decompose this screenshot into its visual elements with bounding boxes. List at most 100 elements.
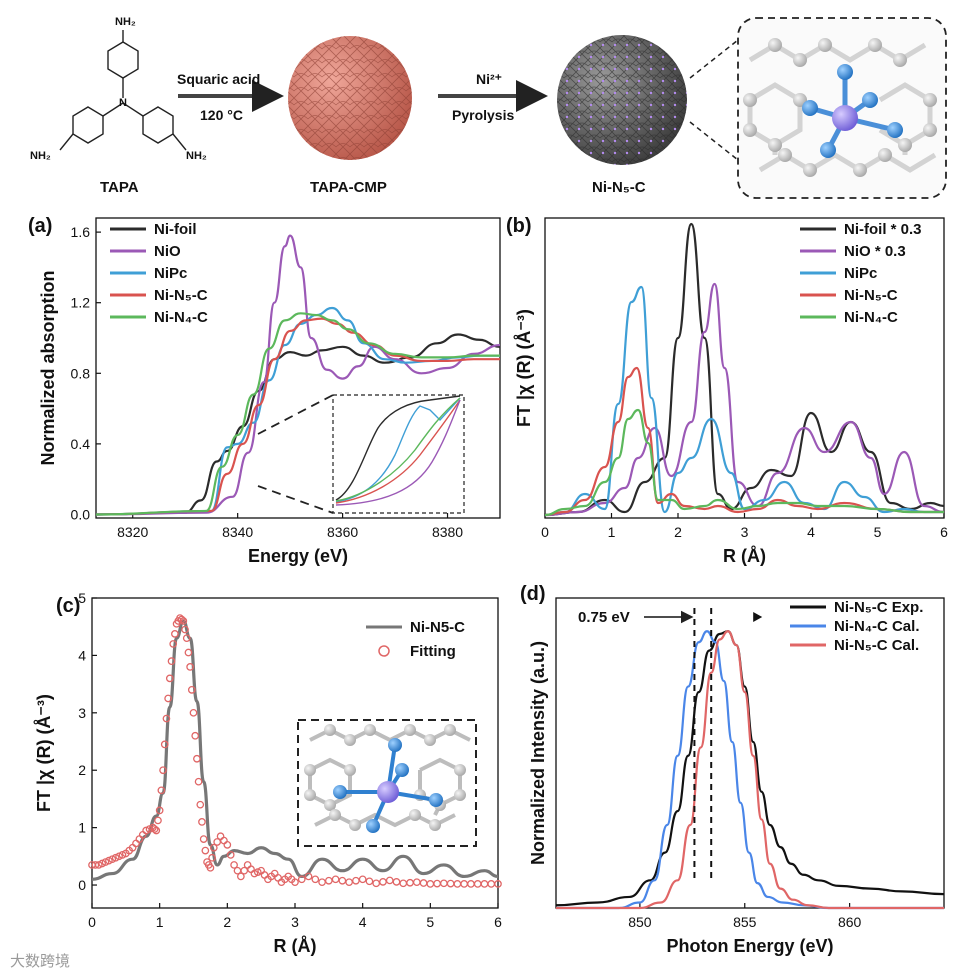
shift-annotation: 0.75 eV <box>578 609 630 626</box>
x-tick-label: 8360 <box>327 524 358 540</box>
x-tick-label: 0 <box>541 524 549 540</box>
shift-arrow-right <box>753 612 763 622</box>
legend-label: Ni-foil <box>154 221 197 238</box>
fit-marker <box>318 878 326 887</box>
fit-marker <box>338 876 347 885</box>
fit-marker <box>165 674 174 683</box>
x-tick-label: 3 <box>291 914 299 930</box>
x-axis-title: Energy (eV) <box>248 546 348 566</box>
fit-marker <box>291 878 299 887</box>
x-tick-label: 5 <box>426 914 434 930</box>
fit-marker <box>152 826 161 835</box>
panel-label: (b) <box>506 215 532 237</box>
fit-marker <box>159 766 167 775</box>
legend-label: NiPc <box>844 265 877 282</box>
legend-label: Ni-N₄-C Cal. <box>834 618 919 635</box>
x-tick-label: 2 <box>674 524 682 540</box>
y-axis-title: FT |χ (R) (Å⁻³) <box>514 309 534 427</box>
legend-label: Ni-N5-C <box>410 619 465 636</box>
fit-marker <box>162 714 171 723</box>
fit-marker <box>473 880 482 888</box>
legend-marker <box>378 645 390 657</box>
x-tick-label: 855 <box>733 914 757 930</box>
y-tick-label: 1.6 <box>71 224 91 240</box>
fit-marker <box>467 880 475 888</box>
fit-marker <box>324 876 333 885</box>
chart-c: 0 1 2 3 4 5 6 0 1 2 3 4 5 Ni-N5-C Fitting R (Å) FT |χ (R… <box>34 590 502 956</box>
x-tick-label: 8320 <box>117 524 148 540</box>
y-tick-label: 5 <box>78 590 86 606</box>
inset-a <box>257 394 465 514</box>
panel-label: (a) <box>28 215 52 237</box>
structure-inset-top <box>737 17 947 199</box>
legend-label: Ni-foil * 0.3 <box>844 221 922 238</box>
x-tick-label: 8380 <box>432 524 463 540</box>
x-tick-label: 0 <box>88 914 96 930</box>
fit-marker <box>237 872 245 881</box>
x-axis-title: R (Å) <box>274 936 317 956</box>
series-line <box>95 312 500 516</box>
fit-marker <box>169 640 178 648</box>
fit-marker <box>223 841 232 849</box>
n-center: N <box>119 97 127 109</box>
fit-marker <box>208 853 216 862</box>
fit-marker <box>440 879 448 888</box>
fit-marker <box>487 880 496 888</box>
fit-marker <box>365 877 374 886</box>
x-tick-label: 3 <box>741 524 749 540</box>
legend-label: Fitting <box>410 643 456 660</box>
step2-line2: Pyrolysis <box>452 107 514 123</box>
series-line <box>544 285 944 517</box>
ni-n5-c-label: Ni-N₅-C <box>592 179 646 196</box>
x-tick-label: 850 <box>628 914 652 930</box>
plot-frame <box>555 597 945 909</box>
fit-marker <box>372 879 381 888</box>
fit-marker <box>433 879 441 888</box>
fit-marker <box>379 878 387 886</box>
fit-marker <box>155 806 164 815</box>
zoom-line-top <box>689 39 739 79</box>
y-tick-label: 0.8 <box>71 365 91 381</box>
fit-marker <box>167 657 176 665</box>
legend-label: Ni-N₅-C Exp. <box>834 599 923 616</box>
fit-marker <box>196 800 205 809</box>
x-axis-title: Photon Energy (eV) <box>666 936 833 956</box>
fit-marker <box>412 878 421 887</box>
y-tick-label: 0 <box>78 877 86 893</box>
fit-marker <box>154 816 162 825</box>
y-tick-label: 0.4 <box>71 436 91 452</box>
y-tick-label: 1.2 <box>71 295 91 311</box>
fit-marker <box>304 872 313 881</box>
fit-marker <box>426 880 435 888</box>
plot-frame <box>544 217 945 519</box>
x-tick-label: 2 <box>223 914 231 930</box>
fit-marker <box>201 846 210 855</box>
x-tick-label: 4 <box>807 524 815 540</box>
fit-marker <box>150 825 159 833</box>
x-tick-label: 5 <box>874 524 882 540</box>
y-tick-label: 0.0 <box>71 506 91 522</box>
fit-marker <box>193 754 201 763</box>
series-line <box>544 222 945 517</box>
y-axis-title: Normalized absorption <box>38 270 58 465</box>
fit-marker <box>460 880 469 888</box>
fit-marker <box>480 880 489 888</box>
fit-marker <box>206 863 215 872</box>
step2-line1: Ni²⁺ <box>476 71 502 87</box>
y-axis-title: Normalized Intensity (a.u.) <box>528 641 548 865</box>
fit-marker <box>260 871 269 879</box>
fit-marker <box>419 879 428 887</box>
inset-c <box>297 719 477 847</box>
fit-marker <box>247 865 255 874</box>
series-line <box>544 408 944 517</box>
nh2-top: NH₂ <box>115 16 136 28</box>
fit-marker <box>331 875 340 884</box>
x-tick-label: 6 <box>940 524 948 540</box>
y-tick-label: 3 <box>78 705 86 721</box>
fit-marker <box>494 880 502 888</box>
fit-marker <box>399 879 408 888</box>
fit-marker <box>132 839 140 848</box>
tapa-label: TAPA <box>100 179 139 196</box>
fit-marker <box>446 879 455 888</box>
